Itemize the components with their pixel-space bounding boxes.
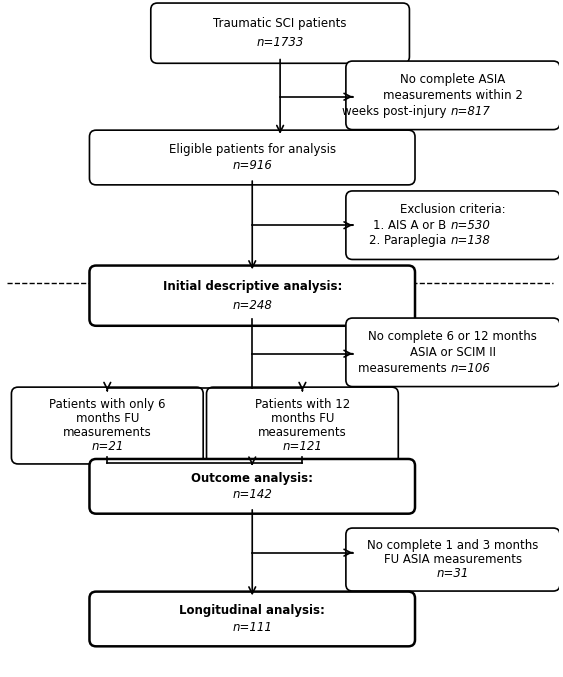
Text: No complete 1 and 3 months: No complete 1 and 3 months <box>367 539 539 552</box>
Text: n=106: n=106 <box>450 362 490 374</box>
Text: No complete ASIA: No complete ASIA <box>400 73 506 86</box>
FancyBboxPatch shape <box>346 528 560 591</box>
Text: measurements: measurements <box>63 426 151 439</box>
Text: n=817: n=817 <box>450 105 490 118</box>
Text: FU ASIA measurements: FU ASIA measurements <box>384 553 522 566</box>
Text: ASIA or SCIM II: ASIA or SCIM II <box>410 346 496 359</box>
FancyBboxPatch shape <box>90 592 415 647</box>
FancyBboxPatch shape <box>11 387 203 464</box>
Text: 1. AIS A or B: 1. AIS A or B <box>373 219 450 232</box>
Text: measurements within 2: measurements within 2 <box>383 89 523 102</box>
Text: Exclusion criteria:: Exclusion criteria: <box>400 203 506 216</box>
Text: n=111: n=111 <box>233 621 272 634</box>
FancyBboxPatch shape <box>346 61 560 129</box>
Text: n=21: n=21 <box>91 440 123 453</box>
Text: No complete 6 or 12 months: No complete 6 or 12 months <box>368 330 537 343</box>
Text: months FU: months FU <box>75 412 139 425</box>
Text: n=138: n=138 <box>450 234 490 248</box>
Text: n=31: n=31 <box>437 567 469 580</box>
Text: n=121: n=121 <box>283 440 323 453</box>
FancyBboxPatch shape <box>346 318 560 387</box>
Text: Longitudinal analysis:: Longitudinal analysis: <box>179 604 325 617</box>
Text: n=530: n=530 <box>450 219 490 232</box>
Text: 2. Paraplegia: 2. Paraplegia <box>369 234 450 248</box>
Text: measurements: measurements <box>258 426 347 439</box>
Text: months FU: months FU <box>271 412 334 425</box>
Text: Eligible patients for analysis: Eligible patients for analysis <box>169 143 336 156</box>
FancyBboxPatch shape <box>207 387 398 464</box>
Text: n=1733: n=1733 <box>256 36 304 49</box>
FancyBboxPatch shape <box>90 265 415 326</box>
Text: n=248: n=248 <box>233 299 272 311</box>
Text: Outcome analysis:: Outcome analysis: <box>191 472 313 485</box>
Text: n=142: n=142 <box>233 488 272 501</box>
FancyBboxPatch shape <box>346 191 560 259</box>
Text: weeks post-injury: weeks post-injury <box>342 105 450 118</box>
Text: n=916: n=916 <box>233 159 272 173</box>
FancyBboxPatch shape <box>90 459 415 514</box>
Text: Patients with 12: Patients with 12 <box>255 398 350 411</box>
FancyBboxPatch shape <box>151 3 409 63</box>
Text: measurements: measurements <box>358 362 450 374</box>
Text: Patients with only 6: Patients with only 6 <box>49 398 166 411</box>
FancyBboxPatch shape <box>90 130 415 185</box>
Text: Traumatic SCI patients: Traumatic SCI patients <box>213 18 347 30</box>
Text: Initial descriptive analysis:: Initial descriptive analysis: <box>163 280 342 292</box>
